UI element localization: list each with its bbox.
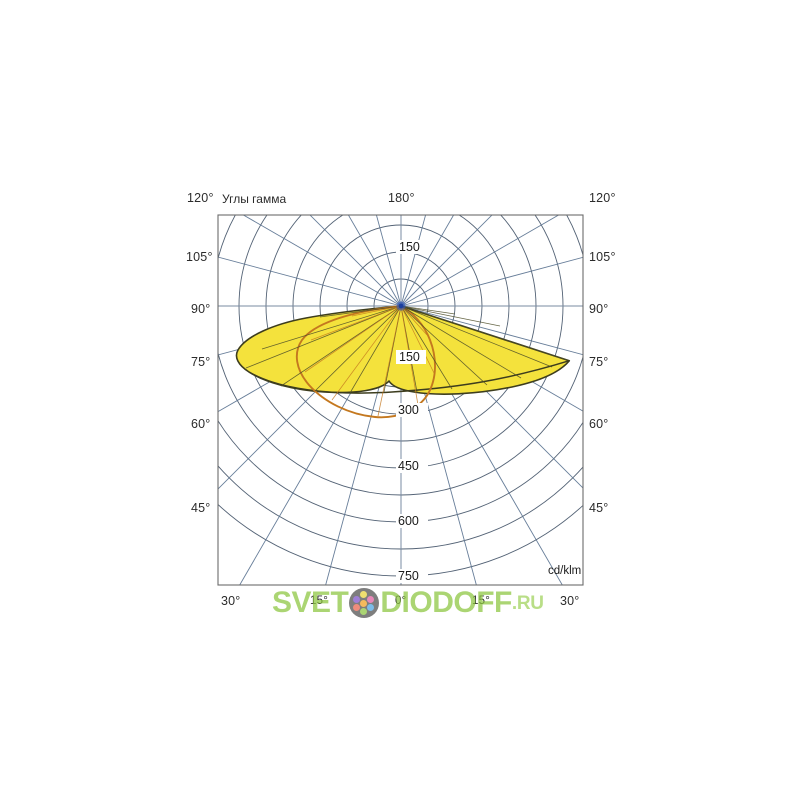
axis-label-right-60: 60° <box>589 417 609 431</box>
ring-label-750: 750 <box>398 569 419 583</box>
axis-label-top-right-120: 120° <box>589 191 616 205</box>
axis-label-left-30: 30° <box>221 594 241 608</box>
ring-label-150-upper: 150 <box>399 240 420 254</box>
axis-label-right-90: 90° <box>589 302 609 316</box>
ring-label-150: 150 <box>399 350 420 364</box>
ring-label-450: 450 <box>398 459 419 473</box>
gamma-angles-title: Углы гамма <box>222 192 287 206</box>
distribution-ray-fan <box>245 305 568 394</box>
axis-label-bottom-15-right: 15° <box>472 595 490 607</box>
axis-label-top-left-120: 120° <box>187 191 214 205</box>
distribution-ray-fan-orange <box>304 305 435 417</box>
grid-principal-axes <box>218 215 583 585</box>
axis-label-right-45: 45° <box>589 501 609 515</box>
plot-border <box>217 214 584 586</box>
axis-label-left-90: 90° <box>191 302 211 316</box>
ring-label-300: 300 <box>398 403 419 417</box>
axis-label-top-180: 180° <box>388 191 415 205</box>
axis-label-right-75: 75° <box>589 355 609 369</box>
center-pole-marker <box>396 301 406 311</box>
axis-label-left-75: 75° <box>191 355 211 369</box>
axis-label-bottom-15-left: 15° <box>310 595 328 607</box>
curve-c0-c180-lower-edge <box>248 359 570 394</box>
unit-label: cd/klm <box>548 565 582 577</box>
axis-label-left-45: 45° <box>191 501 211 515</box>
axis-label-right-30: 30° <box>560 594 580 608</box>
axis-label-left-60: 60° <box>191 417 211 431</box>
axis-label-right-105: 105° <box>589 250 616 264</box>
ring-label-600: 600 <box>398 514 419 528</box>
axis-label-left-105: 105° <box>186 250 213 264</box>
ring-label-backings <box>396 240 428 583</box>
axis-label-bottom-0: 0° <box>395 595 407 607</box>
